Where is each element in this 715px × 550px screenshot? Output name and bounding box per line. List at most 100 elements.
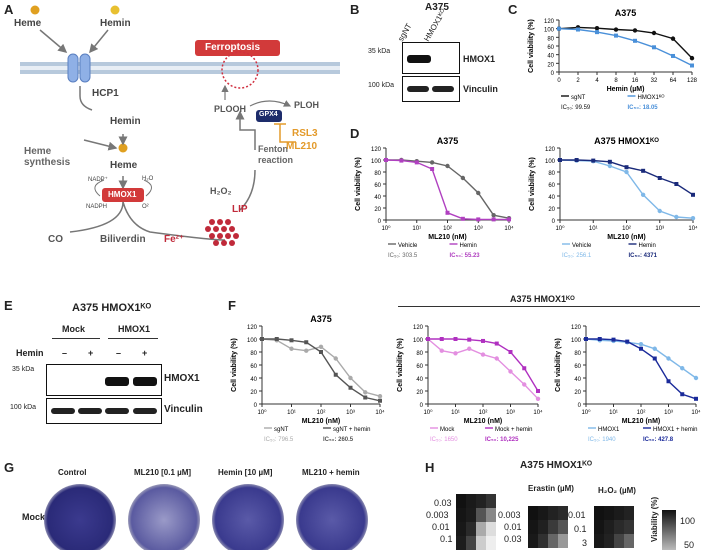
y-tick-label: 120: [247, 325, 258, 331]
blot-e-group-hmox1: HMOX1: [118, 324, 151, 334]
data-point: [494, 356, 499, 361]
data-point: [657, 208, 662, 214]
y-tick-label: 40: [547, 54, 554, 60]
x-tick-label: 10⁰: [581, 409, 591, 416]
hemin-dot: [110, 5, 120, 15]
y-tick-label: 60: [574, 364, 581, 370]
data-point: [491, 217, 496, 222]
x-tick-label: 10²: [637, 410, 646, 416]
x-tick-label: 10¹: [589, 226, 598, 232]
y-tick-label: 80: [548, 171, 555, 177]
panel-label-d: D: [350, 126, 360, 141]
data-point: [591, 158, 596, 163]
y-tick-label: 100: [544, 28, 555, 34]
x-axis-label: ML210 (nM): [607, 234, 646, 241]
data-point: [476, 217, 481, 222]
data-point: [639, 346, 643, 351]
data-point: [439, 348, 444, 353]
data-point: [445, 210, 450, 215]
data-point: [453, 351, 458, 356]
legend-label: sgNT: [274, 427, 289, 433]
heat3-row-2: 0.1: [574, 524, 587, 534]
ic50-label: IC₅₀: 256.1: [562, 253, 592, 259]
blot-e-group-line-2: [108, 338, 158, 339]
x-tick-label: 10¹: [609, 410, 618, 416]
heat2-row-1: 0.003: [498, 510, 521, 520]
ploh-label: PLOH: [294, 100, 320, 110]
data-point: [557, 26, 561, 31]
panel-h-h2o2: H₂O₂ (µM): [598, 486, 636, 495]
ic50-label: IC₅₀: 18.05: [628, 105, 659, 111]
nadph-label: NADPH: [86, 204, 108, 210]
legend-label: HMOX1ᴷᴼ: [638, 94, 665, 101]
heatmap-3: [594, 506, 634, 548]
x-tick-label: 10⁴: [375, 409, 385, 416]
ic50-label: IC₅₀: 303.5: [388, 253, 418, 259]
panel-g-col-1: Control: [58, 468, 87, 477]
colorbar-mid: 50: [684, 540, 695, 550]
data-point: [508, 369, 513, 374]
ic50-label: IC₅₀: 4371: [629, 253, 658, 259]
y-tick-label: 40: [250, 377, 257, 383]
gpx4-box: [256, 110, 282, 122]
y-tick-label: 40: [574, 377, 581, 383]
legend-label: Hemin: [639, 243, 656, 249]
panel-f-header: A375 HMOX1ᴷᴼ: [510, 294, 575, 304]
data-point: [690, 216, 696, 221]
ic50-label: IC₅₀: 427.8: [643, 437, 674, 443]
legend-label: sgNT: [571, 95, 586, 101]
legend-label: Mock: [440, 427, 455, 433]
data-point: [625, 339, 630, 344]
ic50-label: IC₅₀: 99.59: [561, 105, 591, 111]
ic50-label: IC₅₀: 1650: [430, 437, 458, 443]
hemin-intracellular-label: Hemin: [110, 116, 141, 127]
x-tick-label: 2: [576, 78, 580, 84]
chart-axes: [385, 148, 509, 221]
hcp1-label: HCP1: [92, 88, 119, 99]
y-tick-label: 0: [578, 403, 582, 409]
data-point: [691, 192, 695, 197]
x-tick-label: 10⁰: [257, 409, 267, 416]
ic50-label: IC₅₀: 10,225: [485, 437, 519, 443]
heatmap-colorbar: [662, 510, 676, 550]
colorbar-label: Viability (%): [650, 496, 659, 542]
blot-e-group-mock: Mock: [62, 324, 86, 334]
ic50-label: IC₅₀: 1940: [588, 437, 616, 443]
legend-label: sgNT + hemin: [333, 427, 370, 433]
y-tick-label: 40: [374, 195, 381, 201]
panel-g-col-2: ML210 [0.1 µM]: [134, 468, 192, 477]
y-axis-label: Cell viability (%): [529, 157, 536, 211]
y-tick-label: 100: [413, 338, 424, 344]
blot-b-kda-35: 35 kDa: [368, 48, 391, 55]
data-point: [333, 356, 338, 361]
data-point: [522, 382, 527, 387]
panel-h-erastin: Erastin (µM): [528, 484, 574, 493]
data-point: [535, 396, 541, 401]
blot-e-lane-4: +: [142, 348, 148, 358]
data-point: [613, 27, 619, 32]
series-line-1: [427, 338, 539, 400]
panel-label-c: C: [508, 2, 518, 17]
legend-label: HMOX1: [598, 427, 620, 433]
data-point: [384, 158, 388, 162]
y-axis-label: Cell viability (%): [528, 19, 535, 73]
h2o2-label: H₂O₂: [210, 186, 232, 196]
x-tick-label: 10⁰: [423, 409, 433, 416]
blot-e-hemin-row: Hemin: [16, 348, 44, 358]
data-point: [522, 366, 527, 371]
x-tick-label: 10³: [655, 226, 664, 232]
y-tick-label: 60: [250, 364, 257, 370]
data-point: [289, 346, 294, 351]
ic50-label: IC₅₀: 55.23: [450, 253, 481, 259]
blot-b-band-hmox1: HMOX1: [463, 54, 496, 64]
blot-e-lane-3: –: [116, 348, 122, 358]
lip-iron-pool: [205, 219, 239, 246]
blot-b-title: A375: [425, 2, 449, 13]
x-tick-label: 10¹: [451, 410, 460, 416]
legend-label: Mock + hemin: [495, 427, 533, 433]
data-point: [274, 337, 279, 341]
ic50-label: IC₅₀: 796.5: [264, 437, 294, 443]
x-tick-label: 10²: [443, 226, 452, 232]
data-point: [641, 168, 646, 173]
data-point: [674, 214, 679, 220]
